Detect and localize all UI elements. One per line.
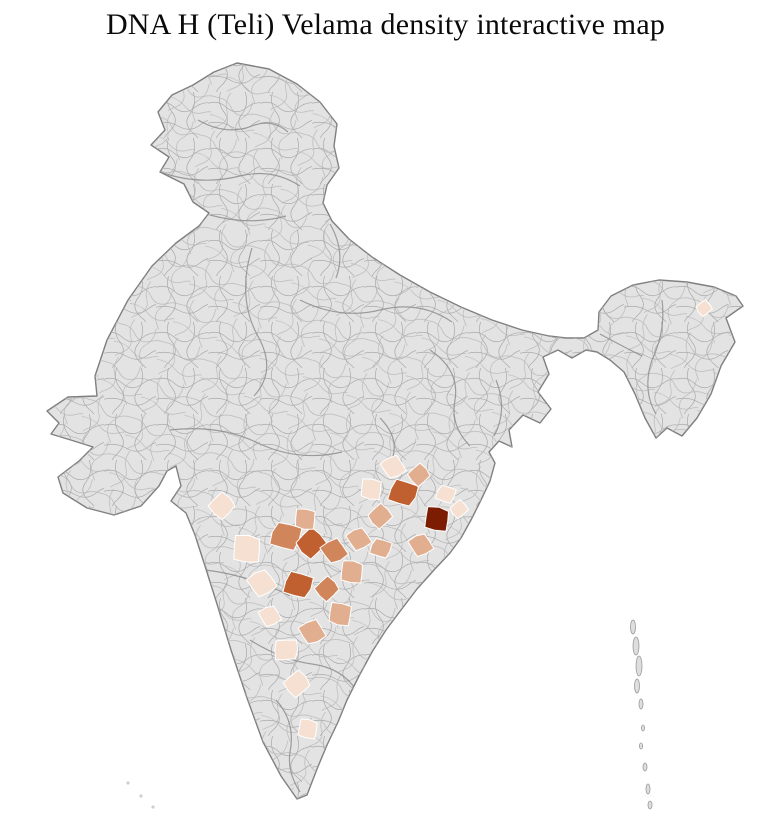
district-texture-overlay xyxy=(47,63,743,799)
district-d03[interactable] xyxy=(245,569,278,598)
district-d01[interactable] xyxy=(207,491,236,521)
district-d08[interactable] xyxy=(282,570,314,599)
district-d02[interactable] xyxy=(233,534,260,563)
district-d16[interactable] xyxy=(387,478,420,507)
district-d12[interactable] xyxy=(369,538,393,559)
state-borders xyxy=(159,119,664,793)
lakshadweep-islands xyxy=(126,781,155,809)
district-d10[interactable] xyxy=(340,560,363,584)
district-d28[interactable] xyxy=(521,436,535,448)
andaman-nicobar-islands xyxy=(630,619,653,810)
district-d22[interactable] xyxy=(328,602,352,627)
district-d07[interactable] xyxy=(319,537,349,564)
district-d06[interactable] xyxy=(295,508,316,530)
district-d23[interactable] xyxy=(297,619,327,645)
district-d18[interactable] xyxy=(424,506,449,532)
district-d29[interactable] xyxy=(695,299,713,318)
district-d17[interactable] xyxy=(406,462,431,488)
district-d19[interactable] xyxy=(407,533,435,558)
district-d25[interactable] xyxy=(282,669,311,699)
density-districts xyxy=(207,299,713,740)
district-d26[interactable] xyxy=(297,718,318,740)
district-d24[interactable] xyxy=(274,639,299,661)
district-d30[interactable] xyxy=(507,446,521,460)
district-d05[interactable] xyxy=(295,526,328,560)
page-title: DNA H (Teli) Velama density interactive … xyxy=(105,8,666,41)
district-d13[interactable] xyxy=(367,502,394,530)
district-d20[interactable] xyxy=(435,484,457,504)
district-d11[interactable] xyxy=(345,527,373,552)
district-d27[interactable] xyxy=(257,605,283,627)
district-d15[interactable] xyxy=(379,454,407,479)
district-d09[interactable] xyxy=(313,575,340,603)
district-d14[interactable] xyxy=(360,478,382,500)
district-d21[interactable] xyxy=(449,499,469,520)
